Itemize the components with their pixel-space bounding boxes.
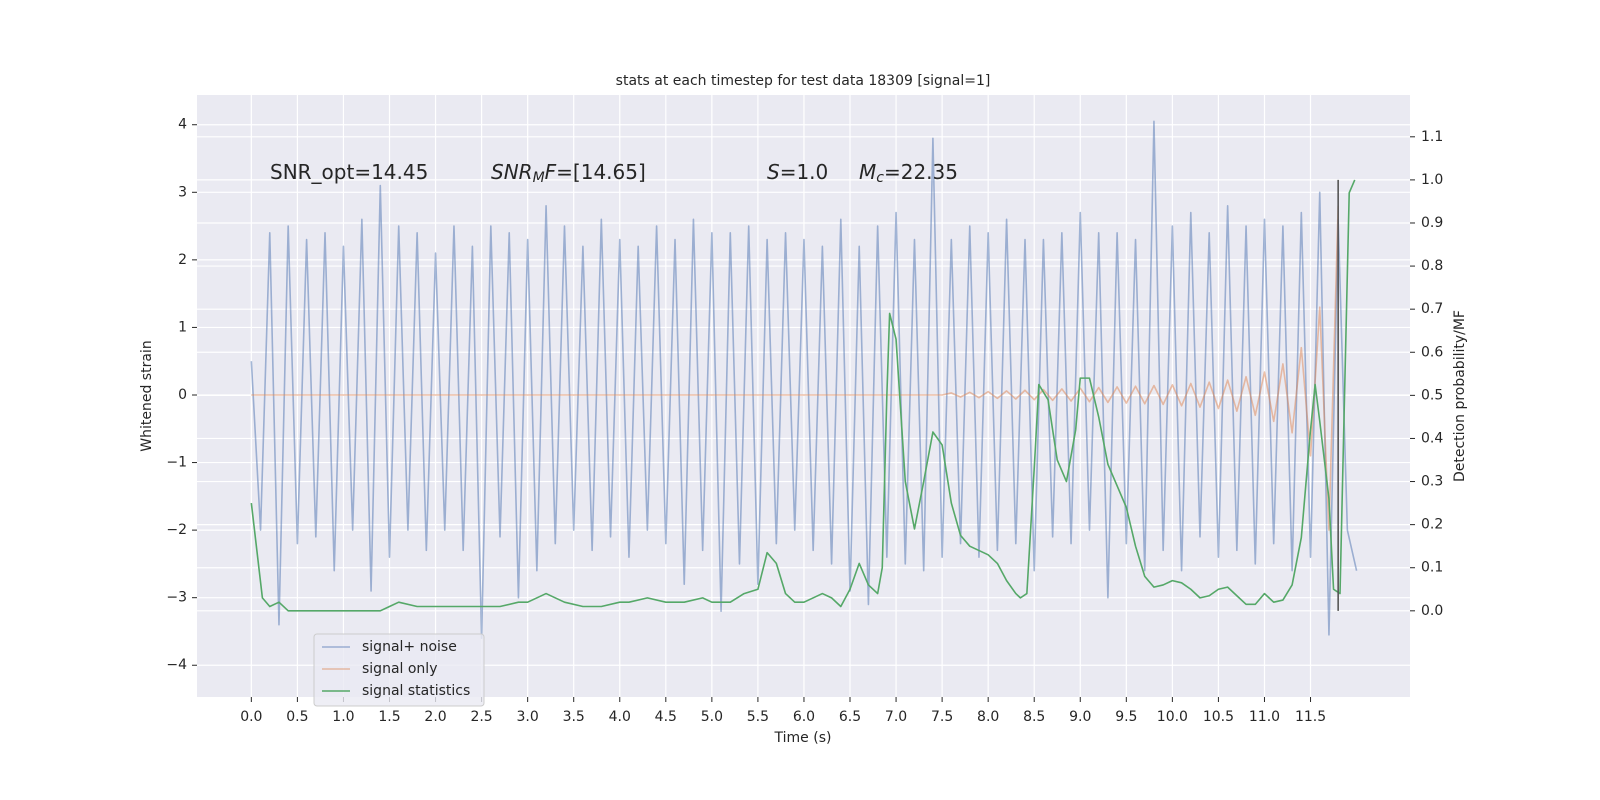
y2-tick-label: 0.1 [1421,560,1443,576]
x-axis-label: Time (s) [774,730,832,746]
legend-box [313,633,485,707]
annotation: Mc=22.35 [859,160,958,187]
chart-title: stats at each timestep for test data 183… [616,73,991,89]
y2-tick-label: 0.2 [1421,517,1443,533]
annotation-part: M [533,170,545,186]
y2-tick-label: 1.1 [1421,129,1443,145]
x-tick-label: 11.5 [1295,709,1326,725]
annotation-part: M [859,160,876,184]
y-tick-label: 3 [178,184,187,200]
axes: 0.0 0.5 1.0 1.5 2.0 2.5 3.0 3.5 4.0 4.5 5.0 5.5 6.0 6… [166,117,1443,725]
y2-tick-label: 0.8 [1421,258,1443,274]
x-tick-label: 2.5 [470,709,492,725]
x-tick-label: 1.0 [332,709,354,725]
legend-label: signal statistics [362,683,470,699]
annotation: S=1.0 [767,160,828,184]
y2-tick-label: 0.4 [1421,430,1443,446]
x-tick-label: 7.5 [931,709,953,725]
series-line [250,179,1356,612]
y2-tick-label: 0.7 [1421,301,1443,317]
y2-tick-label: 0.9 [1421,215,1443,231]
legend-label: signal only [362,661,437,677]
legend-label: signal+ noise [362,639,457,655]
x-tick-label: 10.0 [1157,709,1188,725]
x-tick-label: 3.0 [517,709,539,725]
y2-tick-label: 1.0 [1421,172,1443,188]
x-tick-label: 0.5 [286,709,308,725]
annotation: SNR_opt=14.45 [270,160,428,184]
x-tick-label: 1.5 [378,709,400,725]
annotation: SNRMF=[14.65] [491,160,646,187]
x-tick-label: 2.0 [424,709,446,725]
x-tick-label: 11.0 [1249,709,1280,725]
x-tick-label: 10.5 [1203,709,1234,725]
marks [250,120,1358,640]
y-tick-label: 2 [178,252,187,268]
x-tick-label: 5.0 [701,709,723,725]
y-tick-label: −2 [166,522,187,538]
y2-tick-label: 0.0 [1421,603,1443,619]
y-tick-label: 4 [178,117,187,133]
x-tick-label: 6.0 [793,709,815,725]
x-tick-label: 6.5 [839,709,861,725]
annotation-part: =1.0 [780,160,829,184]
x-tick-label: 8.0 [977,709,999,725]
x-tick-label: 5.5 [747,709,769,725]
legend: signal+ noise signal only signal statistic… [313,633,485,707]
x-tick-label: 8.5 [1023,709,1045,725]
x-tick-label: 9.0 [1069,709,1091,725]
y-tick-label: −1 [166,455,187,471]
y-tick-label: 0 [178,387,187,403]
x-tick-label: 4.5 [655,709,677,725]
x-tick-label: 7.0 [885,709,907,725]
x-tick-label: 4.0 [609,709,631,725]
x-tick-label: 3.5 [563,709,585,725]
y2-tick-label: 0.5 [1421,387,1443,403]
series-line [251,205,1339,531]
annotation-part: =22.35 [884,160,958,184]
y-tick-label: −3 [166,590,187,606]
annotation-part: =[14.65] [556,160,646,184]
annotations: SNR_opt=14.45 SNRMF=[14.65] S=1.0 Mc=22.35 [270,160,958,187]
y-tick-label: −4 [166,657,187,673]
y2-tick-label: 0.6 [1421,344,1443,360]
x-tick-label: 9.5 [1115,709,1137,725]
y2-tick-label: 0.3 [1421,474,1443,490]
y-axis-label: Whitened strain [139,340,155,451]
annotation-part: F [545,160,557,184]
y-tick-label: 1 [178,319,187,335]
annotation-part: c [876,170,884,186]
x-tick-label: 0.0 [240,709,262,725]
annotation-part: SNR_opt=14.45 [270,160,428,184]
series-line [250,120,1358,640]
annotation-part: SNR [491,160,533,184]
annotation-part: S [767,160,780,184]
y2-axis-label: Detection probability/MF [1452,310,1468,482]
